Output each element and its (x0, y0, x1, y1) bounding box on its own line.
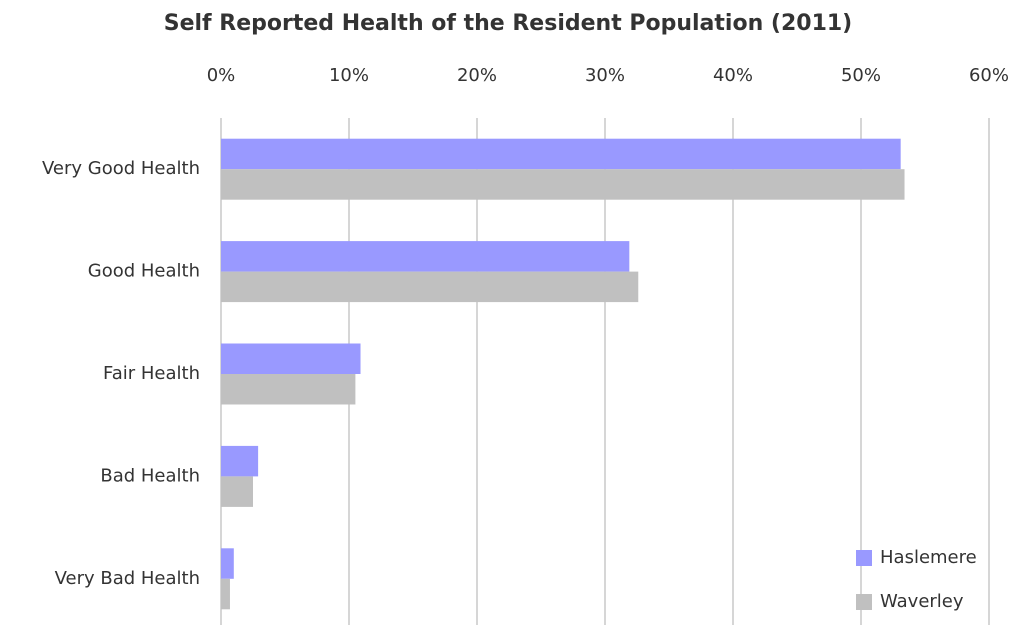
bar (221, 169, 905, 200)
bar (221, 578, 230, 610)
x-tick-label: 0% (207, 65, 236, 86)
legend-swatch (856, 550, 872, 566)
legend-label: Haslemere (880, 547, 977, 568)
x-tick-label: 30% (585, 65, 625, 86)
x-tick-label: 60% (969, 65, 1009, 86)
y-tick-label: Fair Health (103, 363, 200, 384)
bar (221, 343, 361, 374)
bar (221, 138, 901, 170)
chart-title: Self Reported Health of the Resident Pop… (164, 11, 853, 36)
legend-swatch (856, 594, 872, 610)
legend-label: Waverley (880, 591, 964, 612)
x-tick-label: 20% (457, 65, 497, 86)
bar (221, 374, 356, 405)
y-tick-label: Very Bad Health (55, 568, 200, 589)
y-tick-label: Very Good Health (42, 158, 200, 179)
x-tick-label: 50% (841, 65, 881, 86)
bar (221, 271, 639, 303)
bar (221, 476, 253, 507)
y-tick-label: Bad Health (100, 465, 200, 486)
bar (221, 445, 259, 477)
y-tick-label: Good Health (88, 261, 200, 282)
x-tick-label: 10% (329, 65, 369, 86)
bar (221, 241, 630, 272)
bar (221, 548, 234, 579)
x-tick-label: 40% (713, 65, 753, 86)
